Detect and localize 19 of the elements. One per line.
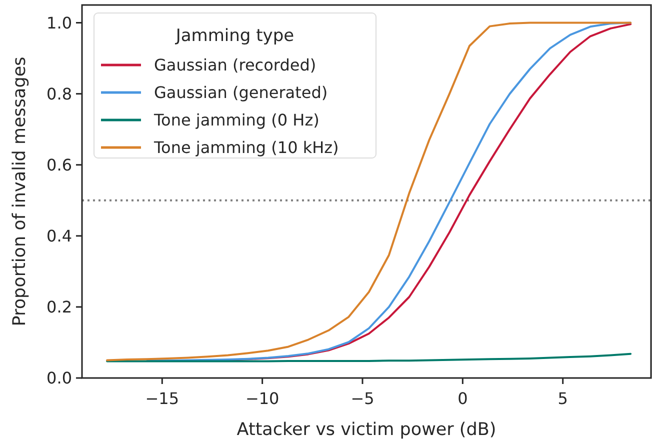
x-tick-label: −10 [245,389,280,408]
x-tick-label: 0 [458,389,468,408]
y-tick-label: 1.0 [46,13,72,32]
y-tick-label: 0.6 [46,155,72,174]
legend-label: Gaussian (generated) [154,83,328,102]
x-axis-title: Attacker vs victim power (dB) [236,420,496,440]
y-tick-label: 0.4 [46,226,72,246]
x-tick-label: 5 [558,389,568,408]
y-tick-label: 0.0 [46,368,72,388]
legend-label: Tone jamming (10 kHz) [153,138,339,158]
y-tick-label: 0.8 [46,84,72,104]
y-axis-title: Proportion of invalid messages [10,56,30,326]
y-tick-label: 0.2 [46,298,72,317]
x-tick-label: −5 [350,389,374,408]
legend-label: Tone jamming (0 Hz) [153,110,320,130]
legend-title: Jamming type [174,26,294,46]
line-series [106,352,632,362]
legend-label: Gaussian (recorded) [154,56,316,75]
x-tick-label: −15 [145,389,180,408]
